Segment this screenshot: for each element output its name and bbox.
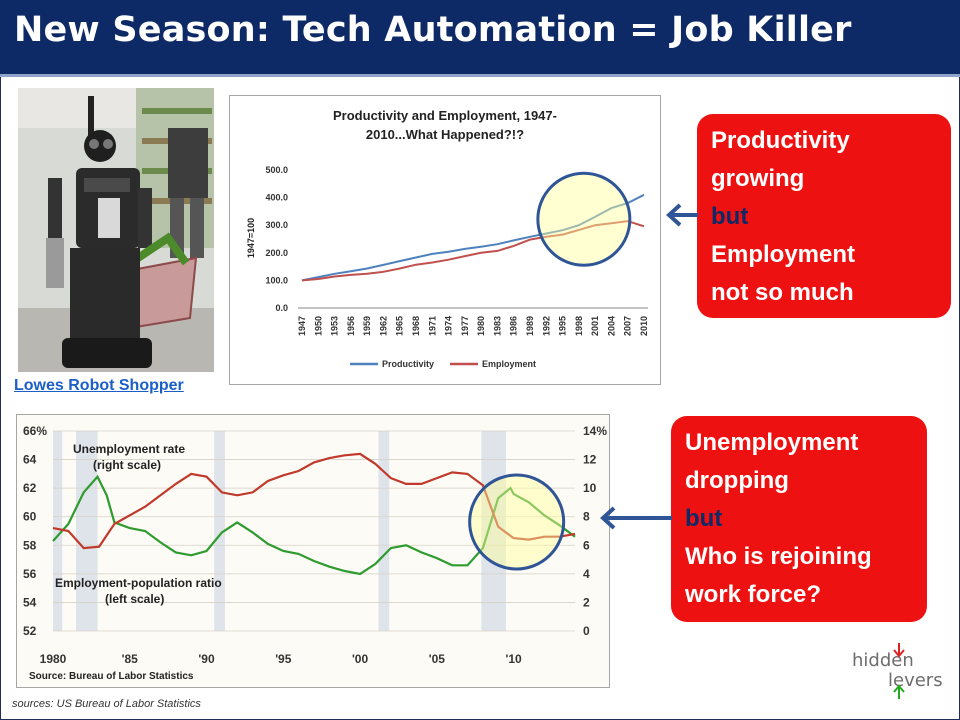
chart1-x-tick-label: 1968 [411, 316, 421, 336]
chart2-right-tick-label: 2 [583, 595, 590, 609]
callout-line: Employment [711, 241, 856, 268]
chart1-y-tick-label: 500.0 [265, 165, 288, 175]
callout-line: growing [711, 165, 805, 192]
chart2-x-tick-label: '10 [505, 652, 522, 666]
chart1-x-tick-label: 1959 [362, 316, 372, 336]
callout-line: Unemployment [685, 429, 859, 456]
chart1-x-tick-label: 1989 [525, 316, 535, 336]
chart2-left-tick-label: 62 [23, 481, 37, 495]
callout-line: Productivity [711, 127, 850, 154]
chart2-series-line [52, 452, 576, 550]
arrow-up-icon [893, 684, 905, 699]
chart1-x-tick-label: 1962 [378, 316, 388, 336]
chart1-series-line-employment [301, 220, 645, 282]
chart2-left-tick-label: 60 [23, 510, 37, 524]
chart1-x-tick-label: 1956 [346, 316, 356, 336]
chart1-x-tick-label: 1998 [574, 316, 584, 336]
chart1-x-tick-label: 1983 [492, 316, 502, 336]
chart2-highlight-circle [468, 473, 566, 571]
chart2-annotation-unemployment-line2: (right scale) [93, 458, 161, 472]
chart2-source-note: Source: Bureau of Labor Statistics [29, 671, 194, 682]
unemployment-employment-svg: 52 54 56 58 60 62 64 66% 0 2 4 6 8 10 12 14% 1980 '85 '9… [23, 424, 607, 682]
chart1-x-tick-label: 1965 [395, 316, 405, 336]
chart2-right-tick-label: 0 [583, 624, 590, 638]
chart1-x-tick-label: 1971 [427, 316, 437, 336]
chart1-x-tick-label: 1950 [313, 316, 323, 336]
productivity-employment-svg: Productivity and Employment, 1947- 2010.… [246, 108, 649, 369]
chart2-right-tick-label: 8 [583, 510, 590, 524]
chart1-x-tick-label: 1947 [297, 316, 307, 336]
callout-productivity: Productivity growing but Employment not … [697, 114, 951, 318]
chart2-x-tick-label: '90 [198, 652, 215, 666]
chart2-x-tick-label: '85 [122, 652, 139, 666]
callout-line: Who is rejoining [685, 543, 872, 570]
chart1-highlight-circle [536, 171, 632, 267]
hiddenlevers-logo: hidden levers [850, 643, 950, 700]
chart1-y-axis-label: 1947=100 [246, 218, 256, 258]
chart2-annotation-employment-line1: Employment-population ratio [55, 576, 222, 590]
slide-header: New Season: Tech Automation = Job Killer [0, 0, 960, 77]
arrow-down-icon [893, 643, 905, 658]
chart2-annotation-unemployment-line1: Unemployment rate [73, 442, 185, 456]
chart1-x-tick-label: 1980 [476, 316, 486, 336]
chart1-y-tick-label: 300.0 [265, 220, 288, 230]
callout-line-but: but [685, 505, 723, 532]
chart1-x-tick-label: 1974 [444, 316, 454, 336]
chart2-left-tick-label: 52 [23, 624, 37, 638]
chart2-right-tick-label: 4 [583, 567, 590, 581]
chart2-right-tick-label: 14% [583, 424, 607, 438]
chart2-left-tick-label: 54 [23, 595, 37, 609]
callout-line: dropping [685, 467, 789, 494]
chart2-recession-band [53, 431, 63, 631]
chart2-annotation-employment-line2: (left scale) [105, 592, 164, 606]
robot-photo [18, 88, 214, 372]
chart1-x-tick-label: 2007 [623, 316, 633, 336]
chart1-x-tick-label: 1995 [558, 316, 568, 336]
chart1-x-tick-label: 2004 [606, 316, 616, 336]
chart1-x-tick-label: 2001 [590, 316, 600, 336]
chart2-right-tick-label: 6 [583, 538, 590, 552]
chart2-left-tick-label: 66% [23, 424, 47, 438]
logo-word2: levers [888, 670, 943, 691]
chart2-left-tick-label: 64 [23, 453, 37, 467]
chart2-series-line [52, 474, 576, 576]
callout-line-but: but [711, 203, 749, 230]
chart2-left-tick-label: 56 [23, 567, 37, 581]
chart2-recession-band [214, 431, 225, 631]
chart1-x-tick-label: 1986 [509, 316, 519, 336]
robot-photo-link[interactable]: Lowes Robot Shopper [14, 377, 184, 394]
chart1-y-tick-label: 100.0 [265, 275, 288, 285]
chart1-x-tick-label: 1977 [460, 316, 470, 336]
chart1-legend-label: Productivity [382, 359, 434, 369]
chart2-x-tick-label: '95 [275, 652, 292, 666]
callout-line: work force? [685, 581, 822, 608]
chart2-x-tick-label: 1980 [40, 652, 67, 666]
chart1-x-tick-label: 2010 [639, 316, 649, 336]
callout-unemployment: Unemployment dropping but Who is rejoini… [671, 416, 927, 622]
chart1-series-line-productivity [301, 193, 645, 282]
chart2-left-tick-label: 58 [23, 538, 37, 552]
chart2-recession-band [378, 431, 390, 631]
arrow-left-icon [600, 506, 672, 530]
chart2-recession-band [481, 431, 506, 631]
productivity-employment-chart: Productivity and Employment, 1947- 2010.… [229, 95, 661, 385]
chart1-y-tick-label: 0.0 [275, 303, 288, 313]
chart2-x-tick-label: '00 [352, 652, 369, 666]
arrow-left-icon [666, 203, 698, 227]
chart1-title-line1: Productivity and Employment, 1947- [333, 108, 557, 123]
chart1-x-tick-label: 1992 [541, 316, 551, 336]
chart1-y-tick-label: 200.0 [265, 248, 288, 258]
unemployment-employment-chart: 52 54 56 58 60 62 64 66% 0 2 4 6 8 10 12 14% 1980 '85 '9… [16, 414, 610, 688]
chart2-right-tick-label: 10 [583, 481, 597, 495]
chart2-right-tick-label: 12 [583, 453, 597, 467]
slide-title: New Season: Tech Automation = Job Killer [14, 10, 852, 50]
sources-note: sources: US Bureau of Labor Statistics [12, 698, 201, 710]
chart1-x-tick-label: 1953 [330, 316, 340, 336]
chart1-y-tick-label: 400.0 [265, 193, 288, 203]
chart2-x-tick-label: '05 [429, 652, 446, 666]
callout-line: not so much [711, 279, 854, 306]
chart1-title-line2: 2010...What Happened?!? [366, 127, 524, 142]
chart2-recession-band [76, 431, 98, 631]
chart1-legend-label: Employment [482, 359, 536, 369]
